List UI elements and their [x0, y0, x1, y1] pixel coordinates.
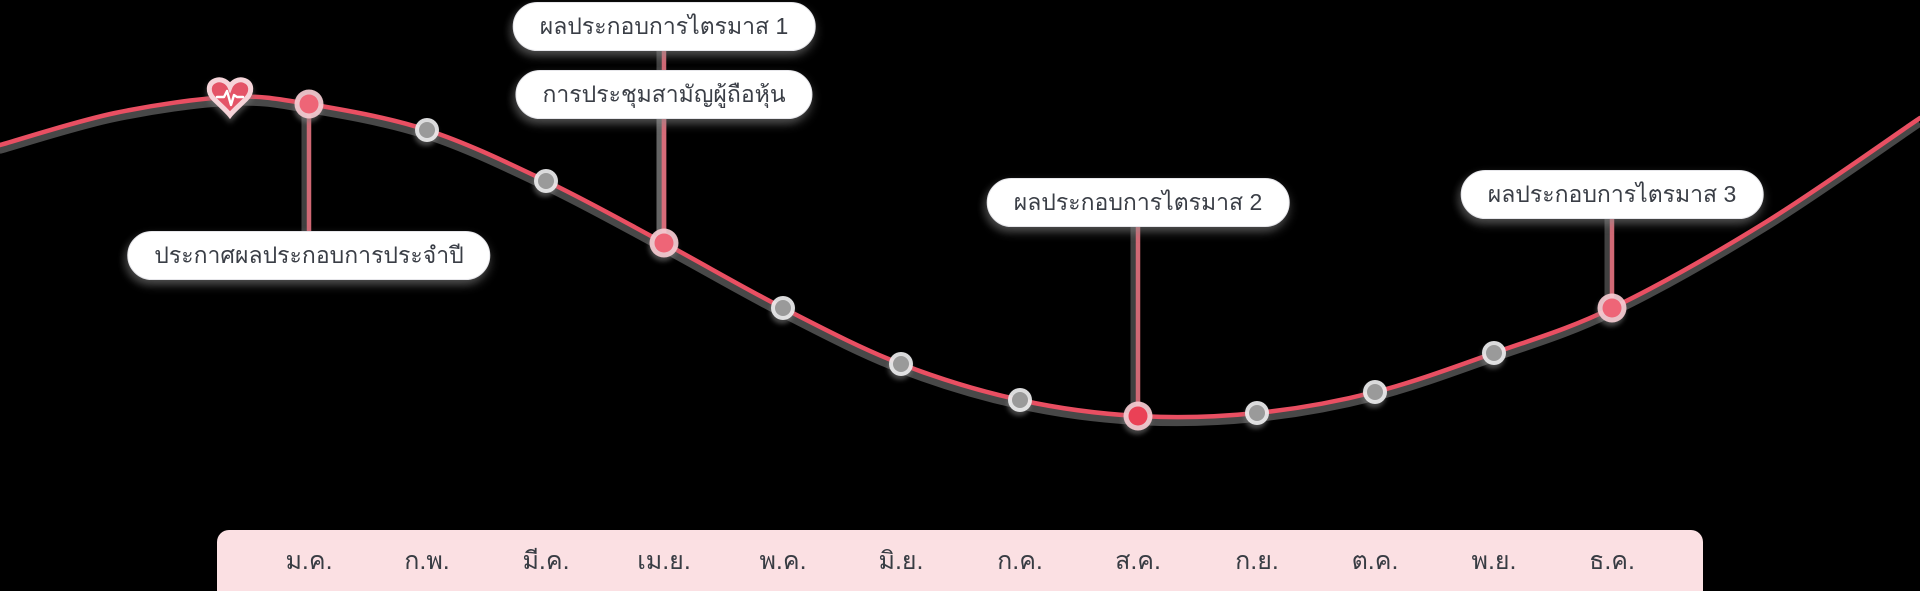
dot-core — [1602, 298, 1622, 318]
dot-core — [1249, 405, 1265, 421]
event-connector-lines — [301, 41, 1615, 418]
dot-core — [1012, 392, 1028, 408]
dot-core — [419, 122, 435, 138]
month-label-3: มี.ค. — [522, 546, 570, 575]
month-label-5: พ.ค. — [759, 546, 807, 575]
month-label-7: ก.ค. — [997, 546, 1043, 575]
month-label-9: ก.ย. — [1235, 546, 1279, 575]
month-label-10: ต.ค. — [1351, 546, 1399, 575]
timeline-dot-ก.ค. — [1008, 388, 1032, 412]
dot-core — [1367, 384, 1383, 400]
timeline-dot-ต.ค. — [1363, 380, 1387, 404]
dot-core — [1486, 345, 1502, 361]
timeline-dot-พ.ย. — [1482, 341, 1506, 365]
event-label-q2-results: ผลประกอบการไตรมาส 2 — [986, 178, 1290, 227]
month-label-11: พ.ย. — [1471, 546, 1517, 575]
month-marker-dots — [294, 89, 1627, 431]
timeline-dot-มี.ค. — [534, 169, 558, 193]
timeline-dot-ก.ย. — [1245, 401, 1269, 425]
event-label-q3-results: ผลประกอบการไตรมาส 3 — [1460, 170, 1764, 219]
month-label-4: เม.ย. — [637, 546, 691, 575]
timeline-dot-ธ.ค. — [1597, 293, 1627, 323]
event-label-annual-results: ประกาศผลประกอบการประจำปี — [127, 231, 491, 280]
event-label-agm-shareholders-meeting: การประชุมสามัญผู้ถือหุ้น — [515, 70, 813, 119]
month-axis-bar: ม.ค. ก.พ. มี.ค. เม.ย. พ.ค. มิ.ย. ก.ค. ส.ค. ก.ย. ต… — [217, 530, 1703, 591]
timeline-dot-พ.ค. — [771, 296, 795, 320]
timeline-dot-ม.ค. — [294, 89, 324, 119]
timeline-dot-มิ.ย. — [889, 352, 913, 376]
month-label-2: ก.พ. — [404, 546, 450, 575]
month-label-12: ธ.ค. — [1589, 546, 1635, 575]
pulse-line — [215, 89, 245, 107]
dot-core — [538, 173, 554, 189]
dot-core — [893, 356, 909, 372]
timeline-dot-ก.พ. — [415, 118, 439, 142]
event-label-q1-results: ผลประกอบการไตรมาส 1 — [512, 2, 816, 51]
month-label-1: ม.ค. — [285, 546, 333, 575]
month-label-8: ส.ค. — [1115, 546, 1161, 575]
dot-core — [299, 94, 319, 114]
month-label-6: มิ.ย. — [878, 546, 924, 575]
timeline-dot-ส.ค. — [1123, 401, 1153, 431]
dot-core — [654, 233, 674, 253]
dot-core — [1128, 406, 1148, 426]
timeline-dot-เม.ย. — [649, 228, 679, 258]
dot-core — [775, 300, 791, 316]
heart-pulse-icon — [206, 77, 254, 120]
